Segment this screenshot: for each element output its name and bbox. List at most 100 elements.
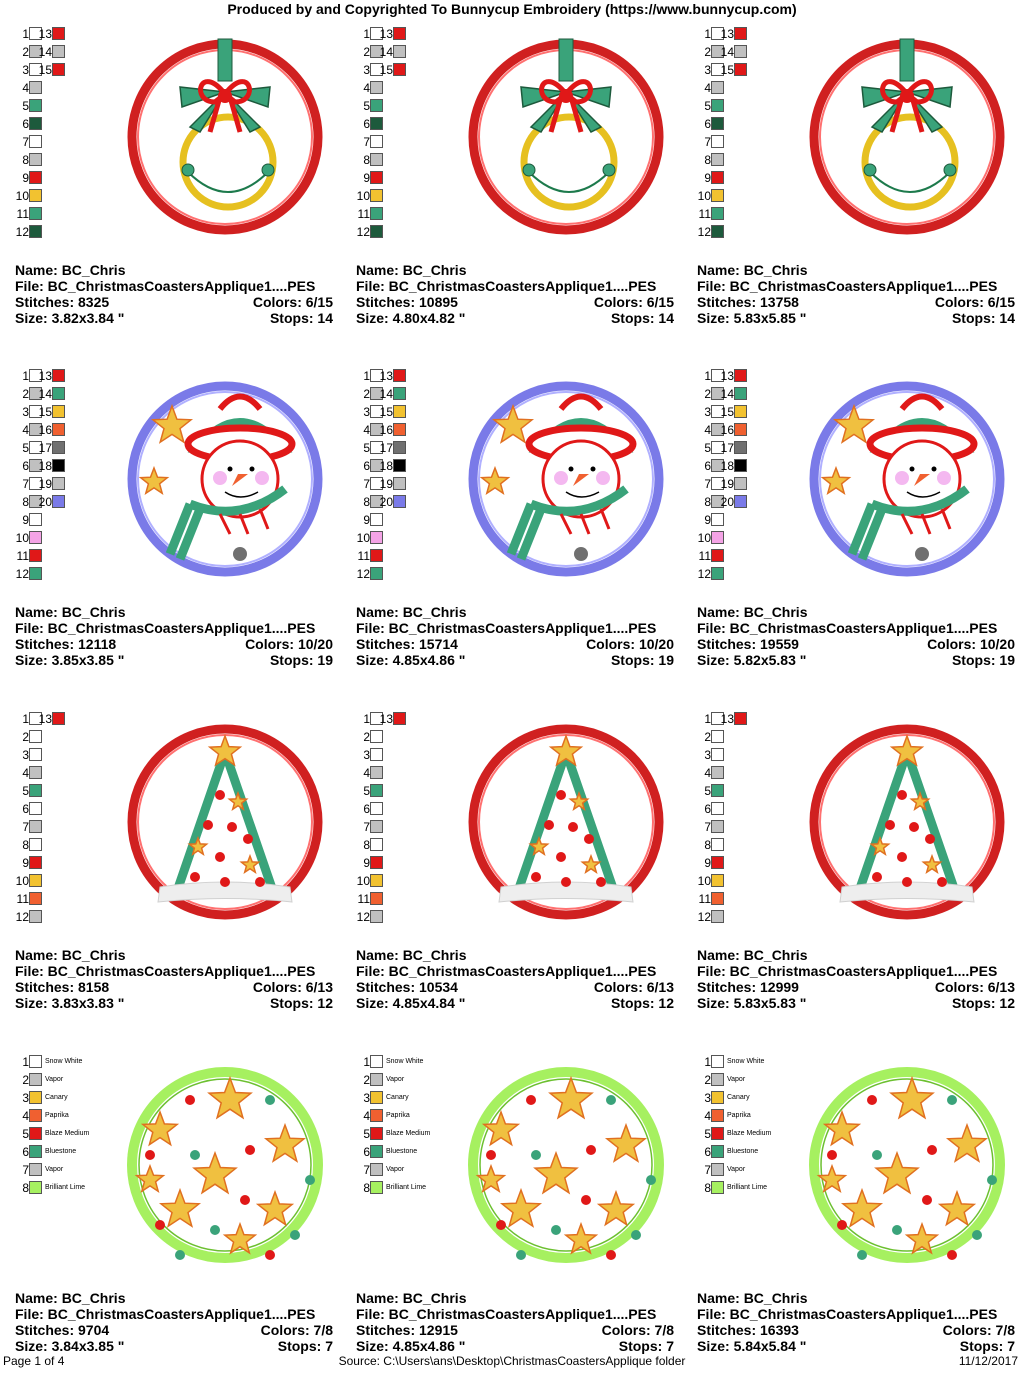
swatch-color — [29, 405, 42, 418]
swatch-number: 19 — [38, 477, 52, 491]
swatch-color — [393, 27, 406, 40]
color-swatch: 14 — [38, 387, 65, 401]
stop-count: 14 — [317, 310, 333, 326]
swatch-number: 12 — [697, 910, 711, 924]
pattern-star — [904, 1221, 940, 1255]
swatch-color — [370, 423, 383, 436]
design-info: Name: BC_Chris File: BC_ChristmasCoasters… — [15, 262, 333, 326]
design-size: 5.84x5.84 " — [733, 1338, 807, 1354]
hanging-ribbon — [217, 38, 233, 82]
design-card: 1 2 3 4 5 6 7 8 9 10 11 12 13 14 15 16 17 18 19 20 Name: BC_… — [697, 369, 1017, 699]
design-info: Name: BC_Chris File: BC_ChristmasCoasters… — [697, 947, 1015, 1011]
pattern-star — [263, 1122, 307, 1163]
design-file: BC_ChristmasCoastersApplique1....PES — [47, 1306, 316, 1322]
color-swatch: 17 — [720, 441, 747, 455]
design-preview — [802, 1060, 1012, 1270]
swatch-number: 2 — [22, 1073, 29, 1087]
swatch-color — [370, 513, 383, 526]
color-count: 7/8 — [313, 1322, 333, 1338]
color-swatch: 5 — [697, 441, 724, 455]
swatch-color — [29, 1109, 42, 1122]
pattern-star — [874, 1150, 920, 1195]
swatch-number: 13 — [379, 369, 393, 383]
stops-label: Stops: — [951, 995, 996, 1011]
polka-dot — [290, 1230, 300, 1240]
swatch-number: 2 — [363, 1073, 370, 1087]
design-info: Name: BC_Chris File: BC_ChristmasCoasters… — [356, 262, 674, 326]
swatch-color — [711, 766, 724, 779]
swatch-number: 4 — [704, 1109, 711, 1123]
design-info: Name: BC_Chris File: BC_ChristmasCoasters… — [356, 604, 674, 668]
swatch-number: 14 — [38, 387, 52, 401]
swatch-number: 6 — [363, 117, 370, 131]
swatch-number: 10 — [15, 874, 29, 888]
design-file: BC_ChristmasCoastersApplique1....PES — [47, 963, 316, 979]
swatch-color — [711, 63, 724, 76]
swatch-number: 5 — [22, 99, 29, 113]
stitches-label: Stitches: — [697, 979, 757, 995]
swatch-number: 1 — [363, 27, 370, 41]
color-swatch: 10 — [356, 874, 383, 888]
color-swatch: 1 — [356, 712, 383, 726]
swatch-color — [711, 1145, 724, 1158]
pattern-star — [475, 1163, 507, 1194]
color-swatch: 2 — [356, 387, 383, 401]
color-swatch: 3 — [356, 405, 383, 419]
swatch-color — [29, 423, 42, 436]
swatch-color — [29, 153, 42, 166]
swatch-color — [29, 730, 42, 743]
small-star — [820, 465, 852, 496]
swatch-color — [29, 513, 42, 526]
swatch-thread-name: Blaze Medium — [45, 1130, 90, 1137]
color-swatch: 9 — [15, 171, 42, 185]
stop-count: 7 — [325, 1338, 333, 1354]
swatch-thread-name: Bluestone — [727, 1148, 759, 1155]
swatch-color — [370, 1109, 383, 1122]
snow-ground — [839, 881, 975, 903]
stops-label: Stops: — [951, 652, 996, 668]
color-swatch: 4 — [356, 766, 383, 780]
design-info: Name: BC_Chris File: BC_ChristmasCoasters… — [697, 604, 1015, 668]
size-label: Size: — [697, 310, 730, 326]
polka-dot — [265, 1250, 275, 1260]
swatch-color — [711, 784, 724, 797]
stops-label: Stops: — [610, 995, 655, 1011]
swatch-color — [29, 1163, 42, 1176]
swatch-number: 8 — [22, 838, 29, 852]
swatch-color — [370, 99, 383, 112]
polka-dot — [190, 1150, 200, 1160]
color-swatch: 5 — [356, 441, 383, 455]
swatch-number: 12 — [356, 910, 370, 924]
color-swatch: 6 — [356, 117, 383, 131]
swatch-number: 7 — [363, 477, 370, 491]
design-info: Name: BC_Chris File: BC_ChristmasCoasters… — [15, 947, 333, 1011]
color-swatch-list: 1 2 3 4 5 6 7 8 9 10 11 12 13 14 15 16 17 18 19 20 — [356, 369, 466, 589]
red-dot — [925, 834, 935, 844]
swatch-number: 11 — [698, 549, 711, 563]
swatch-color — [370, 117, 383, 130]
tree-outline — [170, 750, 280, 899]
hat-pompom — [899, 393, 945, 411]
red-bow — [880, 79, 934, 133]
color-swatch: 8 Brilliant Lime — [697, 1181, 767, 1195]
swatch-color — [370, 171, 383, 184]
design-name: BC_Chris — [402, 604, 467, 620]
swatch-number: 2 — [22, 45, 29, 59]
swatch-color — [29, 1127, 42, 1140]
swatch-number: 8 — [363, 1181, 370, 1195]
swatch-number: 1 — [22, 712, 29, 726]
swatch-color — [711, 856, 724, 869]
size-label: Size: — [697, 995, 730, 1011]
red-dot — [561, 877, 571, 887]
color-count: 6/15 — [646, 294, 674, 310]
color-swatch: 16 — [38, 423, 65, 437]
design-info: Name: BC_Chris File: BC_ChristmasCoasters… — [356, 947, 674, 1011]
swatch-color — [52, 459, 65, 472]
swatch-number: 5 — [704, 441, 711, 455]
swatch-number: 11 — [16, 892, 29, 906]
swatch-number: 8 — [22, 495, 29, 509]
swatch-color — [52, 441, 65, 454]
color-swatch: 2 — [356, 45, 383, 59]
swatch-number: 3 — [704, 405, 711, 419]
color-swatch: 8 Brilliant Lime — [356, 1181, 426, 1195]
